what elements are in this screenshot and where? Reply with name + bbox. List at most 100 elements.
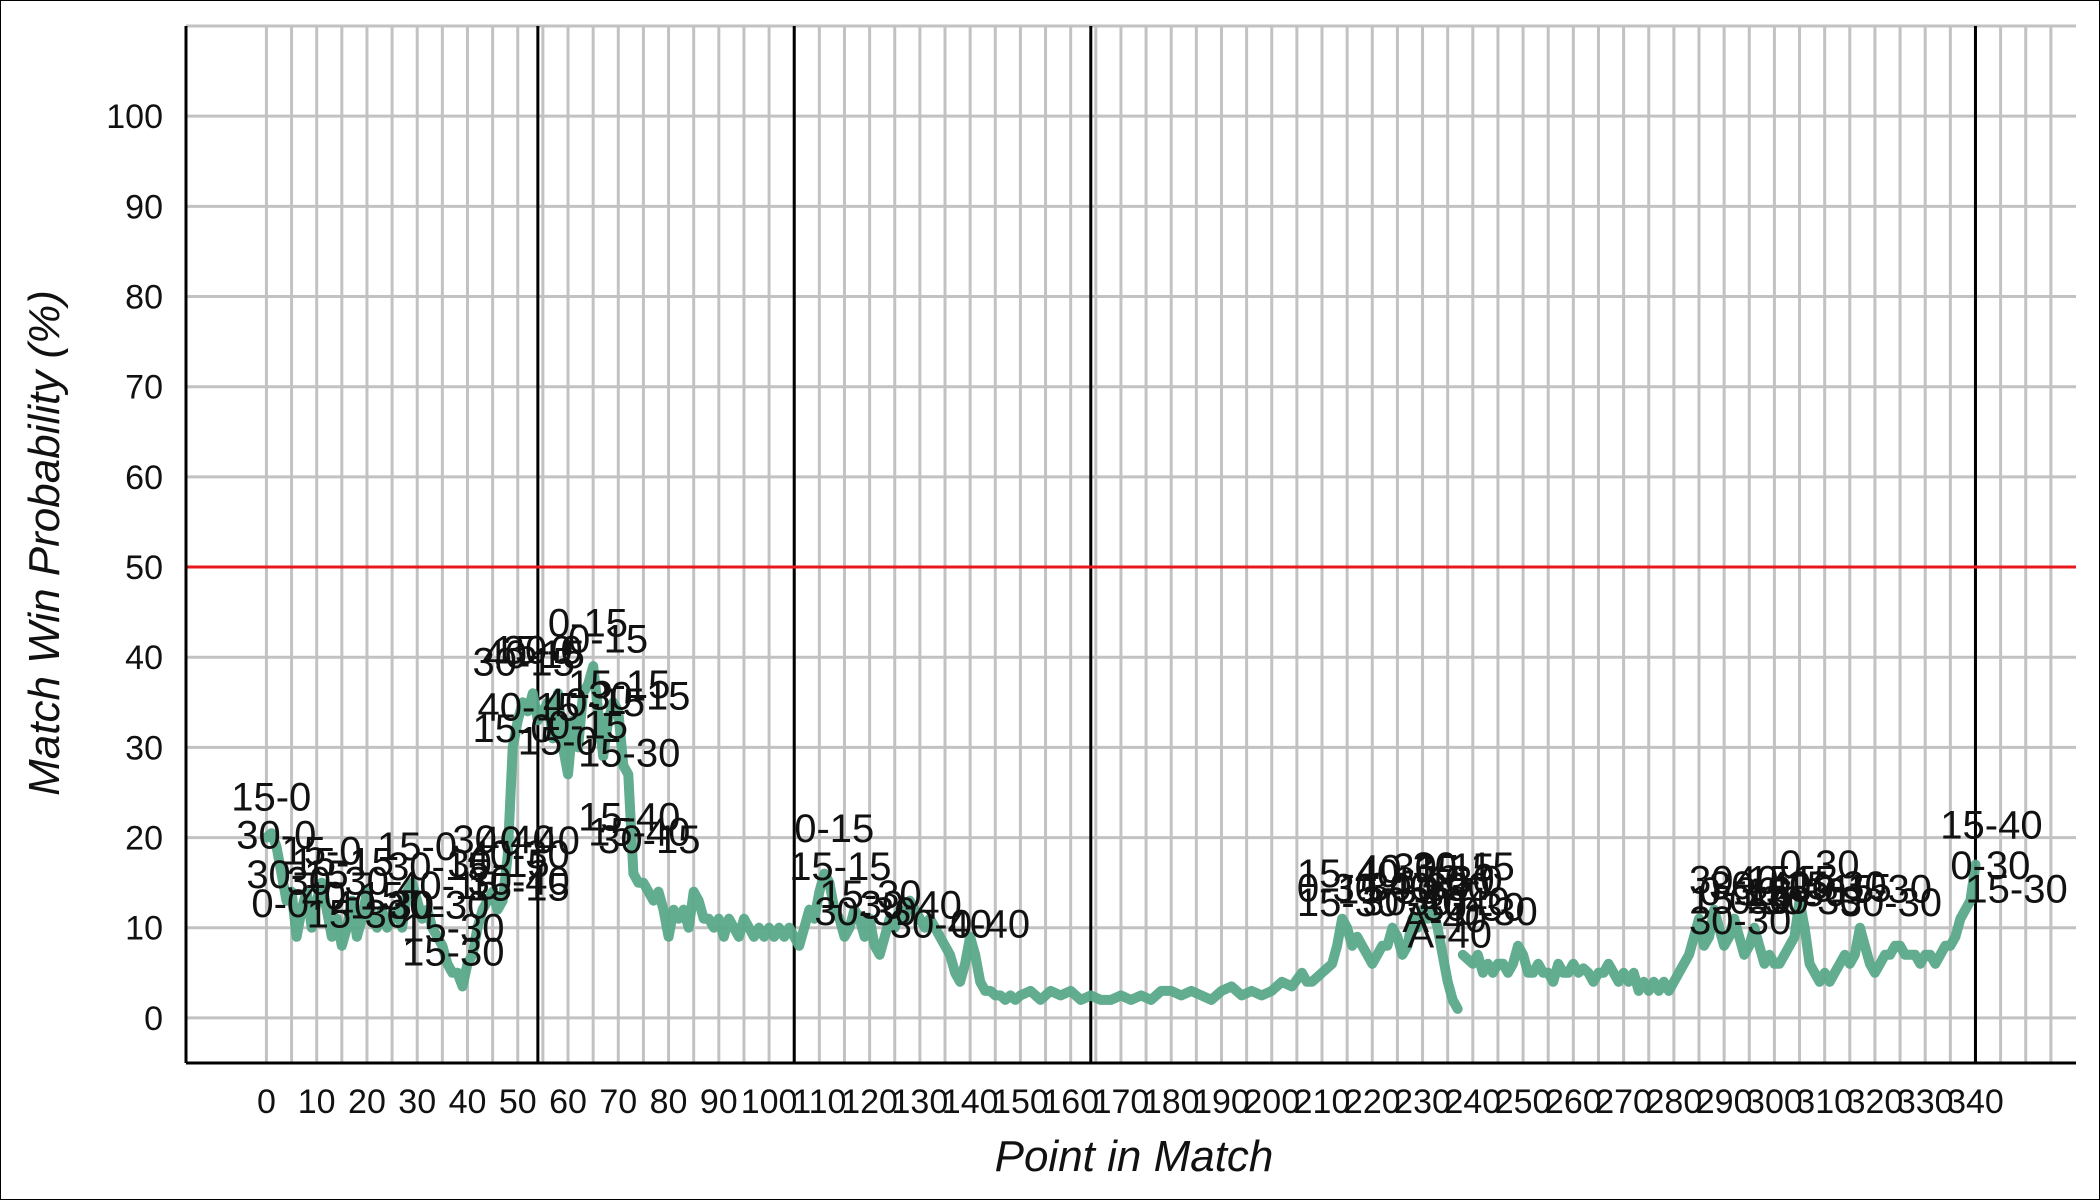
- score-annotation: 30-30: [1367, 866, 1469, 910]
- score-annotation: 15-40: [588, 811, 690, 855]
- score-annotation: 30-15: [447, 842, 549, 886]
- y-tick-label: 60: [125, 459, 163, 497]
- x-tick-label: 180: [1143, 1083, 1200, 1121]
- y-tick-label: 30: [125, 729, 163, 767]
- x-tick-label: 0: [257, 1083, 276, 1121]
- score-annotation: 15-15: [292, 840, 394, 884]
- score-annotation: 40-30: [467, 833, 569, 877]
- x-tick-label: 230: [1394, 1083, 1451, 1121]
- score-annotation: 15-30: [1784, 864, 1886, 908]
- y-tick-label: 10: [125, 910, 163, 948]
- x-tick-label: 150: [992, 1083, 1049, 1121]
- score-annotation: 30-15: [387, 845, 489, 889]
- score-annotation: 30-0: [503, 629, 583, 673]
- score-annotation: 0-0: [251, 882, 309, 926]
- x-tick-label: 50: [499, 1083, 537, 1121]
- score-annotation: 30-40: [890, 903, 992, 947]
- x-tick-label: 60: [549, 1083, 587, 1121]
- y-tick-label: 20: [125, 820, 163, 858]
- score-annotation: 0-30: [1458, 890, 1538, 934]
- x-tick-label: 340: [1947, 1083, 2004, 1121]
- y-tick-label: 100: [106, 98, 163, 136]
- score-annotation: 0-30: [1729, 878, 1809, 922]
- x-tick-label: 190: [1193, 1083, 1250, 1121]
- x-tick-label: 110: [792, 1083, 846, 1121]
- score-annotation: 15-30: [1392, 858, 1494, 902]
- score-annotation: 0-15: [568, 618, 648, 662]
- y-tick-label: 0: [144, 1000, 163, 1038]
- set-boundary-lines: [536, 26, 1977, 1063]
- score-annotation: 40-15: [1734, 858, 1836, 902]
- score-annotation: 30-30: [814, 890, 916, 934]
- y-tick-label: 80: [125, 279, 163, 317]
- score-annotation: 0-15: [548, 601, 628, 645]
- score-annotation: 0-15: [794, 807, 874, 851]
- score-annotation: 40-30: [332, 884, 434, 928]
- x-tick-label: 10: [298, 1083, 336, 1121]
- score-annotation: 30-0: [236, 813, 316, 857]
- score-annotation: 40-15: [543, 681, 645, 725]
- score-annotation: 30-40: [1362, 880, 1464, 924]
- score-annotation: 15-30: [307, 893, 409, 937]
- x-tick-label: 100: [741, 1083, 798, 1121]
- y-tick-label: 40: [125, 639, 163, 677]
- score-annotation: 30-30: [387, 884, 489, 928]
- score-annotation: 0-30: [1779, 843, 1859, 887]
- score-annotation: 15-40: [1297, 852, 1399, 896]
- score-annotation: 15-15: [789, 845, 891, 889]
- score-annotation: 30-30: [1759, 879, 1861, 923]
- x-tick-label: 320: [1847, 1083, 1904, 1121]
- x-tick-label: 260: [1545, 1083, 1602, 1121]
- score-annotation: 15-30: [819, 873, 921, 917]
- score-annotation: 30-15: [598, 818, 700, 862]
- score-annotation: 40-40: [478, 819, 580, 863]
- score-annotation: 30-40: [860, 884, 962, 928]
- score-annotation: 15-30: [402, 906, 504, 950]
- tick-labels: 0 10 20 30 40 50 60 70 80 90 100110120130140150160…: [106, 98, 2004, 1121]
- x-tick-label: 210: [1294, 1083, 1351, 1121]
- series-group: [261, 661, 1981, 1014]
- score-annotation: 40-15: [478, 685, 580, 729]
- score-annotation: 15-30: [402, 931, 504, 975]
- score-annotation: 30-15: [1412, 845, 1514, 889]
- x-tick-label: 250: [1495, 1083, 1552, 1121]
- y-axis-title: Match Win Probability (%): [20, 290, 69, 796]
- score-annotation: 15-30: [1689, 878, 1791, 922]
- x-tick-label: 70: [599, 1083, 637, 1121]
- win-probability-line: [261, 661, 1463, 1014]
- score-annotation: 15-0: [473, 707, 553, 751]
- score-annotation: 40-15: [1357, 848, 1459, 892]
- score-annotation: 30-15: [1392, 846, 1494, 890]
- x-tick-label: 140: [942, 1083, 999, 1121]
- x-tick-label: 120: [841, 1083, 898, 1121]
- score-annotation: 30-30: [1689, 899, 1791, 943]
- x-tick-label: 170: [1093, 1083, 1150, 1121]
- score-annotation: 40-15: [483, 633, 585, 677]
- score-annotation: 40-15: [397, 864, 499, 908]
- x-tick-label: 300: [1746, 1083, 1803, 1121]
- score-annotation: 15-0: [493, 629, 573, 673]
- x-tick-label: 30: [398, 1083, 436, 1121]
- score-annotation: 0-30: [1950, 844, 2030, 888]
- score-annotation: 15-0: [282, 830, 362, 874]
- axes: [184, 26, 2076, 1065]
- x-tick-label: 310: [1796, 1083, 1853, 1121]
- score-annotation: 15-30: [1830, 867, 1932, 911]
- x-tick-label: 240: [1444, 1083, 1501, 1121]
- x-tick-label: 280: [1646, 1083, 1703, 1121]
- score-annotations: 15-030-030-150-015-015-1530-3040-1515-30…: [231, 601, 2067, 974]
- score-annotation: 30-40: [1709, 864, 1811, 908]
- score-annotation: 40-30: [1387, 866, 1489, 910]
- score-annotation: 15-30: [1297, 881, 1399, 925]
- x-tick-label: 80: [650, 1083, 688, 1121]
- score-annotation: 0-30: [1699, 870, 1779, 914]
- score-annotation: 15-15: [467, 866, 569, 910]
- x-tick-label: 130: [892, 1083, 949, 1121]
- score-annotation: 30-15: [1689, 858, 1791, 902]
- score-annotation: 30-15: [588, 675, 690, 719]
- score-annotation: 40-15: [302, 875, 404, 919]
- score-annotation: 0-15: [548, 703, 628, 747]
- x-tick-label: 220: [1344, 1083, 1401, 1121]
- score-annotation: 15-0: [518, 720, 598, 764]
